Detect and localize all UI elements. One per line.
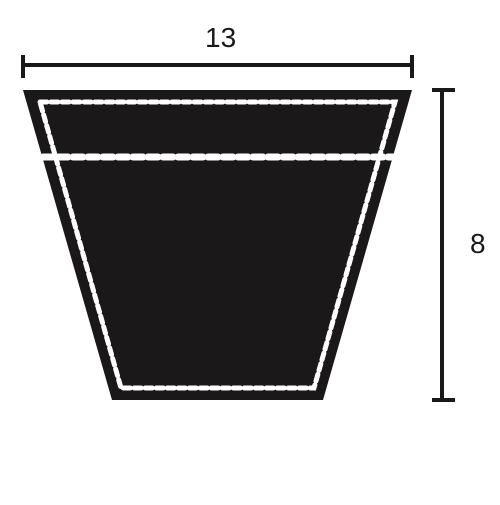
width-dimension-bar [23,55,412,78]
diagram-svg [0,0,500,500]
height-dimension-bar [432,90,455,400]
width-dimension-label: 13 [205,22,236,54]
belt-cross-section-diagram: 13 8 [0,0,500,500]
height-dimension-label: 8 [470,228,486,260]
